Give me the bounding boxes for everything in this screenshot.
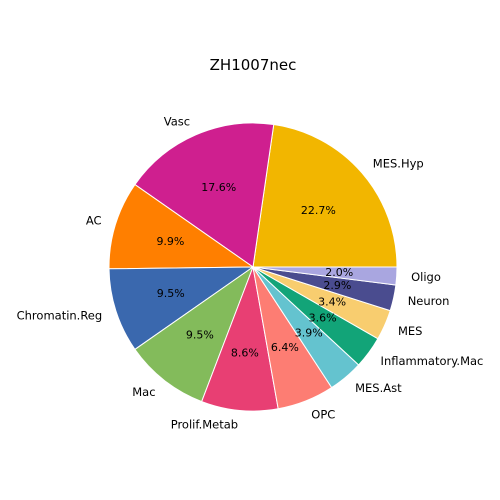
pie-category-label: Prolif.Metab (171, 418, 238, 432)
pie-category-label: Mac (132, 385, 155, 399)
pie-slice-oligo (252, 266, 398, 286)
pie-category-label: MES.Hyp (373, 156, 424, 170)
pie-slice-mac (134, 265, 255, 403)
pie-pct-label: 2.9% (323, 279, 351, 292)
pie-pct-label: 3.9% (295, 327, 323, 340)
pie-category-label: Chromatin.Reg (17, 308, 103, 322)
pie-pct-label: 2.0% (325, 266, 353, 279)
pie-category-label: Inflammatory.Mac (381, 354, 484, 368)
pie-pct-label: 3.6% (309, 312, 337, 325)
pie-slice-ac (108, 183, 255, 270)
pie-pct-label: 17.6% (201, 181, 236, 194)
pie-category-label: MES (398, 324, 423, 338)
pie-slice-vasc (134, 122, 275, 268)
pie-slice-chromatin-reg (108, 266, 255, 351)
pie-pct-label: 22.7% (301, 204, 336, 217)
pie-pct-label: 9.5% (157, 287, 185, 300)
pie-pct-label: 6.4% (271, 341, 299, 354)
pie-category-label: Neuron (408, 294, 450, 308)
pie-slice-mes-hyp (252, 123, 398, 268)
chart-title: ZH1007nec (210, 56, 297, 74)
pie-category-label: OPC (311, 407, 335, 421)
pie-category-label: MES.Ast (355, 381, 402, 395)
pie-pct-label: 3.4% (318, 295, 346, 308)
pie-pct-label: 9.9% (156, 235, 184, 248)
pie-category-label: Oligo (411, 270, 441, 284)
pie-category-label: Vasc (164, 115, 190, 129)
pie-pct-label: 9.5% (186, 329, 214, 342)
pie-pct-label: 8.6% (231, 347, 259, 360)
pie-category-label: AC (86, 213, 102, 227)
